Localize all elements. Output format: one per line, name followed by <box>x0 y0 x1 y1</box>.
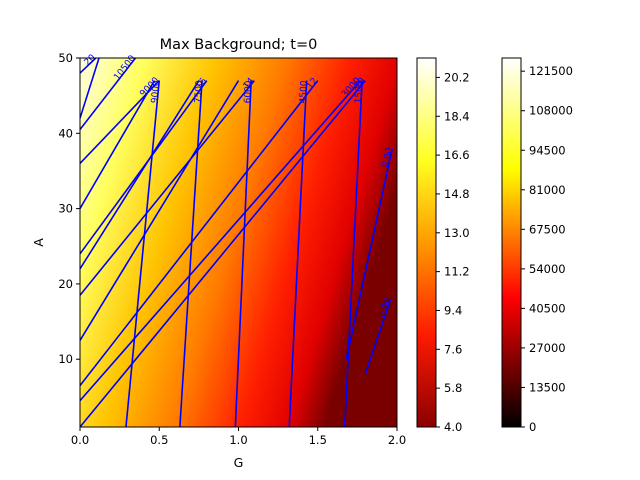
contour-steep-line <box>234 80 252 427</box>
contour-shallow-line <box>80 80 366 427</box>
colorbar-contour-tick-label: 13500 <box>529 380 566 394</box>
contour-steep-label: 8.00 <box>381 147 395 169</box>
colorbar-field-tick-label: 4.0 <box>444 420 462 434</box>
contour-steep-line <box>343 80 363 427</box>
contour-shallow-line <box>80 80 319 387</box>
contour-shallow-line <box>80 58 100 119</box>
chart-title: Max Background; t=0 <box>160 37 318 53</box>
x-tick-label: 1.0 <box>229 433 247 447</box>
y-tick-label: 20 <box>58 277 73 291</box>
x-tick-label: 1.5 <box>309 433 327 447</box>
y-tick-label: 10 <box>58 352 73 366</box>
colorbar-contour-tick-label: 81000 <box>529 183 566 197</box>
contour-steep-line <box>179 80 203 427</box>
colorbar-contour-tick-label: 0 <box>529 420 536 434</box>
x-tick-label: 2.0 <box>388 433 406 447</box>
contour-lines <box>80 58 394 427</box>
contour-steep-line <box>80 58 137 131</box>
colorbar-field-tick-label: 13.0 <box>444 226 470 240</box>
x-tick-label: 0.5 <box>150 433 168 447</box>
contour-steep-line <box>345 148 394 360</box>
colorbar-contour-tick-label: 94500 <box>529 143 566 157</box>
colorbar-contour-tick-label: 54000 <box>529 262 566 276</box>
contour-steep-label: 7500 <box>194 80 205 104</box>
colorbar-field-tick-label: 18.4 <box>444 109 470 123</box>
x-tick-label: 0.0 <box>71 433 89 447</box>
contour-shallow-line <box>80 80 255 296</box>
colorbar-field-tick-label: 16.6 <box>444 148 470 162</box>
colorbar-contour-gradient <box>501 57 522 428</box>
y-tick-label: 30 <box>58 202 73 216</box>
y-tick-label: 40 <box>58 126 73 140</box>
colorbar-field-gradient <box>416 57 437 428</box>
x-axis: 0.0 0.5 1.0 1.5 2.0 <box>71 427 406 447</box>
contour-shallow-line <box>80 80 240 341</box>
colorbar-field-tick-label: 5.8 <box>444 381 462 395</box>
colorbar-field-tick-label: 11.2 <box>444 265 470 279</box>
x-axis-label: G <box>234 455 244 470</box>
colorbar-contour-tick-label: 108000 <box>529 104 573 118</box>
colorbar-contour-tick-label: 67500 <box>529 222 566 236</box>
colorbar-contour: 0 13500 27000 40500 54000 67500 81000 94500 1080… <box>501 57 573 434</box>
y-tick-label: 50 <box>58 51 73 65</box>
contour-steep-label: 9000 <box>150 80 162 104</box>
colorbar-contour-ticks: 0 13500 27000 40500 54000 67500 81000 94500 1080… <box>521 64 573 434</box>
colorbar-contour-tick-label: 121500 <box>529 64 573 78</box>
colorbar-field-tick-label: 9.4 <box>444 303 462 317</box>
contour-shallow-line <box>80 80 362 402</box>
colorbar-field: 4.0 5.8 7.6 9.4 11.2 13.0 14.8 16.6 18.4 20.2 <box>416 57 470 434</box>
contour-steep-label: 6000 <box>243 80 254 104</box>
contour-steep-line <box>364 298 392 375</box>
contour-shallow-line <box>80 80 156 210</box>
colorbar-field-tick-label: 14.8 <box>444 187 470 201</box>
colorbar-field-tick-label: 7.6 <box>444 342 462 356</box>
contour-steep-label: 1500 <box>354 80 365 104</box>
contour-steep-line <box>80 58 97 74</box>
y-axis: 10 20 30 40 50 <box>58 51 80 366</box>
contour-steep-line <box>125 80 161 427</box>
colorbar-contour-tick-label: 27000 <box>529 341 566 355</box>
colorbar-contour-tick-label: 40500 <box>529 301 566 315</box>
colorbar-field-ticks: 4.0 5.8 7.6 9.4 11.2 13.0 14.8 16.6 18.4 20.2 <box>436 70 470 434</box>
contour-shallow-line <box>80 80 200 270</box>
y-axis-label: A <box>31 238 46 247</box>
contour-steep-label: 4500 <box>299 80 310 104</box>
colorbar-field-tick-label: 20.2 <box>444 70 470 84</box>
contour-steep-line <box>288 80 308 427</box>
